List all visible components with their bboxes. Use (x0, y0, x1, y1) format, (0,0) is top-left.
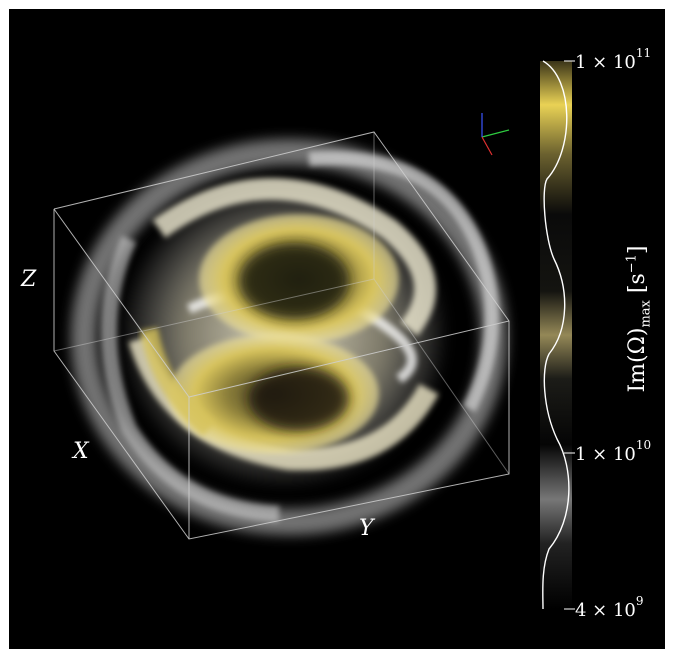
colorbar-tick-mid: 1 × 1010 (575, 438, 652, 465)
upper-gold-lobe (199, 214, 399, 344)
colorbar-opacity-curve (542, 60, 570, 610)
colorbar-tick-bottom: 4 × 109 (575, 594, 644, 621)
colorbar (540, 60, 575, 610)
volume-render (53, 60, 575, 610)
bounding-box (53, 131, 510, 540)
axis-label-x: X (73, 439, 89, 464)
axis-label-z: Z (21, 267, 37, 292)
colorbar-tick-top: 1 × 1011 (575, 46, 652, 73)
orientation-triad (481, 113, 510, 156)
lower-gold-lobe (140, 327, 379, 454)
figure-frame: Z X Y 1 × 1011 1 × 1010 4 × 109 Im(Ω)max… (9, 9, 665, 649)
axis-label-y: Y (359, 516, 374, 541)
colorbar-title: Im(Ω)max [s−1] (624, 245, 654, 393)
